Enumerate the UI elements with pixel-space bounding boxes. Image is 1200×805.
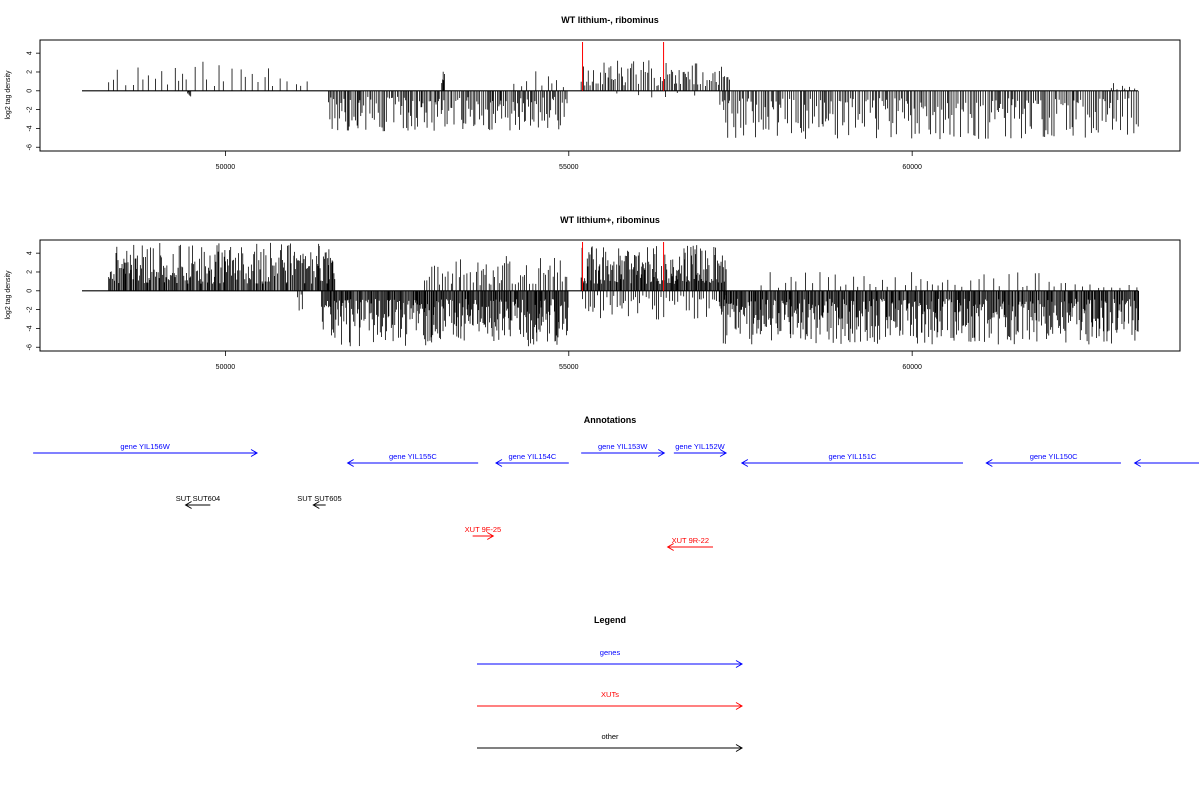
annotation-arrowhead	[985, 459, 993, 467]
annotation-label: XUT 9R-22	[672, 536, 709, 545]
legend-label: XUTs	[601, 690, 619, 699]
panel-title: WT lithium-, ribominus	[561, 15, 659, 25]
annotation-arrowhead	[666, 543, 674, 551]
legend-label: genes	[600, 648, 621, 657]
legend-label: other	[601, 732, 619, 741]
y-tick-label: -6	[27, 344, 34, 350]
annotation-arrowhead	[495, 459, 503, 467]
annotation-arrowhead	[658, 449, 666, 457]
x-tick-label: 50000	[216, 164, 236, 171]
annotation-label: gene YIL150C	[1030, 452, 1078, 461]
panel-lithium-minus: WT lithium-, ribominus log2 tag density …	[5, 15, 1181, 171]
y-tick-label: 0	[27, 289, 34, 293]
signal-bars	[82, 242, 1140, 347]
annotation-arrowhead	[719, 449, 728, 457]
annotation-genes: gene YIL152W	[673, 442, 728, 457]
legend-item-genes: genes	[477, 648, 743, 668]
annotation-label: XUT 9F-25	[465, 525, 502, 534]
annotation-label: gene YIL155C	[389, 452, 437, 461]
annotation-arrowhead	[184, 501, 192, 509]
x-tick-label: 55000	[559, 364, 579, 371]
y-tick-label: 2	[27, 70, 34, 74]
legend-arrowhead	[735, 660, 743, 668]
annotation-label: gene YIL154C	[508, 452, 556, 461]
legend: Legend genes XUTs other	[477, 615, 743, 752]
y-tick-label: 4	[27, 51, 34, 55]
annotation-genes: gene YIL150C	[985, 452, 1121, 467]
y-tick-label: 2	[27, 270, 34, 274]
annotation-arrowhead	[487, 532, 495, 540]
y-tick-label: -6	[27, 144, 34, 150]
annotation-label: gene YIL151C	[829, 452, 877, 461]
legend-title: Legend	[594, 615, 626, 625]
region-markers	[582, 242, 665, 291]
y-axis: 4 2 0 -2 -4 -6	[27, 51, 41, 150]
annotation-arrowhead	[250, 449, 259, 457]
x-axis: 50000 55000 60000	[216, 350, 922, 371]
annotations-title: Annotations	[584, 415, 637, 425]
annotation-genes	[1133, 459, 1199, 467]
annotation-label: gene YIL153W	[598, 442, 648, 451]
annotation-arrowhead	[346, 459, 354, 467]
annotation-arrowhead	[1133, 459, 1141, 467]
region-markers	[582, 42, 665, 91]
y-tick-label: -4	[27, 325, 34, 331]
y-tick-label: -4	[27, 125, 34, 131]
annotation-genes: gene YIL155C	[346, 452, 479, 467]
y-tick-label: 0	[27, 89, 34, 93]
y-axis-label: log2 tag density	[5, 70, 12, 120]
x-tick-label: 60000	[902, 164, 922, 171]
annotation-xuts: XUT 9F-25	[465, 525, 502, 540]
annotation-xuts: XUT 9R-22	[666, 536, 714, 551]
annotations-panel: Annotations gene YIL156W gene YIL155C gene…	[33, 415, 1199, 551]
panel-lithium-plus: WT lithium+, ribominus log2 tag density …	[5, 215, 1181, 371]
y-tick-label: -2	[27, 106, 34, 112]
annotation-genes: gene YIL154C	[495, 452, 569, 467]
x-tick-label: 55000	[559, 164, 579, 171]
x-tick-label: 60000	[902, 364, 922, 371]
legend-arrowhead	[735, 702, 743, 710]
annotation-label: gene YIL156W	[120, 442, 170, 451]
annotation-genes: gene YIL151C	[740, 452, 963, 467]
annotation-genes: gene YIL153W	[581, 442, 666, 457]
y-tick-label: 4	[27, 251, 34, 255]
panel-title: WT lithium+, ribominus	[560, 215, 660, 225]
annotation-genes: gene YIL156W	[33, 442, 259, 457]
annotation-other: SUT SUT605	[297, 494, 342, 509]
annotation-arrowhead	[312, 501, 320, 509]
y-axis: 4 2 0 -2 -4 -6	[27, 251, 41, 350]
x-axis: 50000 55000 60000	[216, 150, 922, 171]
signal-bars	[82, 60, 1139, 140]
annotation-label: SUT SUT605	[297, 494, 341, 503]
y-axis-label: log2 tag density	[5, 270, 12, 320]
annotation-label: SUT SUT604	[176, 494, 220, 503]
x-tick-label: 50000	[216, 364, 236, 371]
annotation-label: gene YIL152W	[675, 442, 725, 451]
annotation-arrowhead	[740, 459, 749, 467]
annotation-other: SUT SUT604	[176, 494, 220, 509]
legend-item-other: other	[477, 732, 743, 752]
y-tick-label: -2	[27, 306, 34, 312]
legend-item-xuts: XUTs	[477, 690, 743, 710]
legend-arrowhead	[735, 744, 743, 752]
